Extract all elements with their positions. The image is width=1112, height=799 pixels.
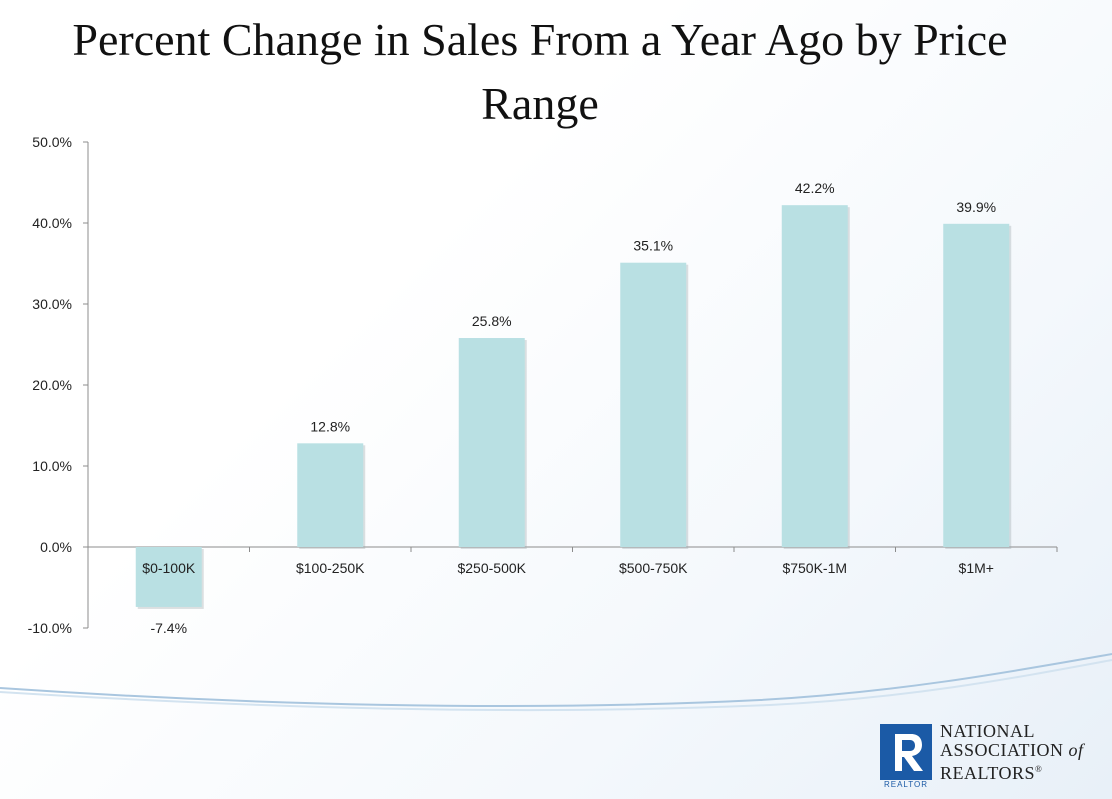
logo-of: of xyxy=(1068,740,1084,760)
chart-title: Percent Change in Sales From a Year Ago … xyxy=(0,8,1080,136)
bar-chart: 50.0% 40.0% 30.0% 20.0% 10.0% 0.0% -10.0% $0-10… xyxy=(28,134,1058,636)
y-tick-label: -10.0% xyxy=(28,620,72,636)
logo-line-realtors: REALTORS xyxy=(940,763,1036,783)
x-category-label: $100-250K xyxy=(296,560,365,576)
bar xyxy=(458,338,525,547)
data-label: -7.4% xyxy=(150,620,187,636)
y-tick-label: 40.0% xyxy=(32,215,72,231)
data-label: 42.2% xyxy=(795,180,835,196)
realtor-caption: REALTOR xyxy=(883,780,929,789)
x-category-label: $500-750K xyxy=(619,560,688,576)
chart-svg: 50.0% 40.0% 30.0% 20.0% 10.0% 0.0% -10.0% $0-10… xyxy=(28,134,1058,636)
x-category-label: $0-100K xyxy=(142,560,196,576)
y-tick-label: 10.0% xyxy=(32,458,72,474)
bar xyxy=(620,262,687,547)
y-tick-label: 30.0% xyxy=(32,296,72,312)
bar xyxy=(135,547,202,607)
bar xyxy=(781,205,848,547)
realtor-r-icon xyxy=(880,724,932,780)
chart-title-line-1: Percent Change in Sales From a Year Ago … xyxy=(72,14,1008,65)
x-category-label: $250-500K xyxy=(457,560,526,576)
bar xyxy=(297,443,364,547)
x-category-label: $1M+ xyxy=(959,560,994,576)
chart-title-line-2: Range xyxy=(481,78,599,129)
data-label: 35.1% xyxy=(633,238,673,254)
logo-line-association: ASSOCIATION xyxy=(940,740,1064,760)
data-label: 12.8% xyxy=(310,418,350,434)
x-category-label: $750K-1M xyxy=(782,560,847,576)
data-label: 39.9% xyxy=(956,199,996,215)
logo-wordmark: NATIONAL ASSOCIATION of REALTORS® xyxy=(940,722,1084,783)
y-tick-label: 20.0% xyxy=(32,377,72,393)
y-tick-label: 50.0% xyxy=(32,134,72,150)
data-label: 25.8% xyxy=(472,313,512,329)
y-tick-label: 0.0% xyxy=(40,539,72,555)
bar xyxy=(943,223,1010,547)
logo-line-national: NATIONAL xyxy=(940,721,1035,741)
logo-registered: ® xyxy=(1035,764,1043,774)
nar-logo: REALTOR NATIONAL ASSOCIATION of REALTORS… xyxy=(878,720,1108,792)
